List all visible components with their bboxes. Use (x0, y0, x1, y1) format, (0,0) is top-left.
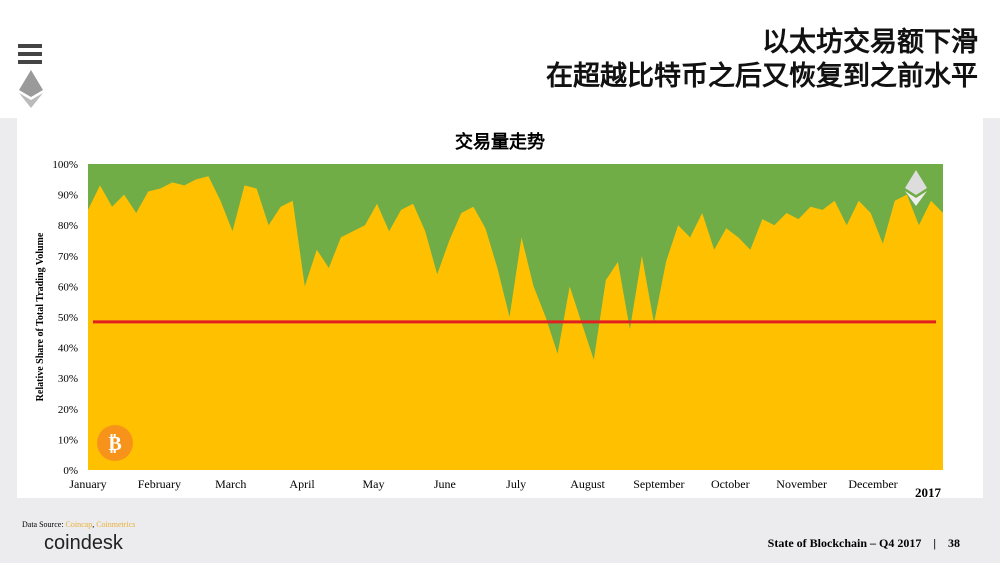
y-tick-label: 40% (58, 343, 78, 355)
y-tick-label: 20% (58, 404, 78, 416)
chart: 交易量走势 Relative Share of Total Trading Vo… (35, 131, 943, 500)
source-label: Data Source: (22, 520, 66, 529)
title-line-1: 以太坊交易额下滑 (762, 27, 978, 58)
y-tick-label: 80% (58, 220, 78, 232)
source-link-coinmetrics[interactable]: Coinmetrics (96, 520, 136, 529)
y-tick-label: 100% (52, 159, 78, 171)
coindesk-logo: coindesk (44, 532, 123, 554)
x-tick-label: June (434, 477, 456, 491)
x-tick-label: November (776, 477, 827, 491)
x-tick-label: December (848, 477, 897, 491)
y-tick-label: 60% (58, 281, 78, 293)
x-tick-label: January (69, 477, 106, 491)
x-tick-label: August (570, 477, 605, 491)
ethereum-logo-icon (19, 70, 43, 108)
x-tick-label: May (362, 477, 384, 491)
year-label: 2017 (915, 485, 942, 498)
chart-panel: 交易量走势 Relative Share of Total Trading Vo… (17, 118, 983, 500)
y-tick-label: 10% (58, 434, 78, 446)
source-separator: , (92, 520, 97, 529)
footer-separator: | (933, 536, 936, 550)
source-link-coincap[interactable]: Coincap (65, 520, 93, 529)
footer: State of Blockchain – Q4 2017 | 38 (768, 536, 960, 551)
page-title: 以太坊交易额下滑 在超越比特币之后又恢复到之前水平 (546, 26, 978, 94)
y-tick-label: 90% (58, 190, 78, 202)
x-tick-label: July (506, 477, 526, 491)
y-axis-label: Relative Share of Total Trading Volume (35, 232, 46, 401)
header: 以太坊交易额下滑 在超越比特币之后又恢复到之前水平 (0, 0, 1000, 118)
x-tick-label: April (289, 477, 315, 491)
y-tick-label: 50% (58, 312, 78, 324)
y-tick-label: 70% (58, 251, 78, 263)
x-tick-label: September (633, 477, 684, 491)
y-tick-label: 0% (63, 465, 78, 477)
bitcoin-icon-glyph: ₿ (108, 433, 121, 455)
menu-icon[interactable] (18, 44, 42, 68)
title-line-2: 在超越比特币之后又恢复到之前水平 (546, 61, 978, 92)
ethereum-icon (905, 170, 927, 195)
bitcoin-icon (97, 425, 133, 461)
chart-title: 交易量走势 (455, 131, 545, 153)
footer-text: State of Blockchain – Q4 2017 (767, 536, 922, 550)
ethereum-icon-lower (905, 191, 927, 206)
data-source: Data Source: Coincap, Coinmetrics (22, 520, 135, 529)
x-tick-label: March (215, 477, 246, 491)
y-tick-label: 30% (58, 373, 78, 385)
x-tick-label: February (138, 477, 181, 491)
page-number: 38 (948, 536, 960, 550)
x-tick-label: October (711, 477, 750, 491)
